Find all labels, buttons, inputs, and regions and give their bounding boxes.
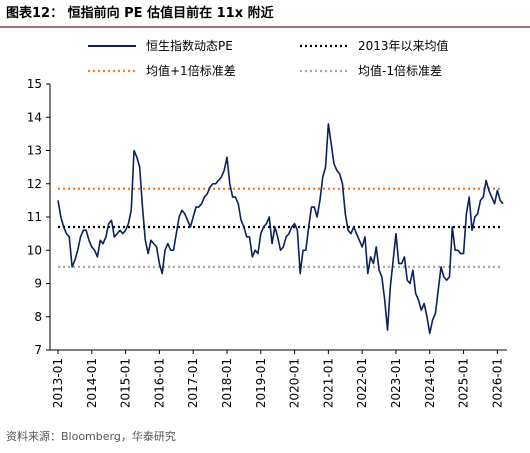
x-tick-label: 2019-01: [254, 358, 268, 408]
x-tick-label: 2015-01: [119, 358, 133, 408]
x-tick-label: 2026-01: [490, 358, 504, 408]
y-tick-label: 12: [27, 177, 42, 191]
legend-label: 恒生指数动态PE: [146, 38, 233, 53]
x-tick-label: 2018-01: [220, 358, 234, 408]
source-note: 资料来源：Bloomberg，华泰研究: [6, 429, 176, 443]
y-tick-label: 7: [34, 343, 42, 357]
y-tick-label: 9: [34, 277, 42, 291]
x-tick-label: 2016-01: [152, 358, 166, 408]
data-line: [57, 123, 504, 335]
x-tick-label: 2021-01: [321, 358, 335, 408]
x-tick-label: 2013-01: [51, 358, 65, 408]
chart-title: 图表12： 恒指前向 PE 估值目前在 11x 附近: [6, 5, 274, 21]
y-tick-label: 13: [27, 144, 42, 158]
y-tick-label: 10: [27, 243, 42, 257]
legend-label: 2013年以来均值: [358, 38, 449, 53]
y-tick-label: 11: [27, 210, 42, 224]
y-tick-label: 15: [27, 77, 42, 91]
x-tick-label: 2017-01: [186, 358, 200, 408]
x-tick-label: 2025-01: [457, 358, 471, 408]
x-tick-label: 2014-01: [85, 358, 99, 408]
x-tick-label: 2020-01: [288, 358, 302, 408]
legend-label: 均值-1倍标准差: [358, 63, 442, 78]
legend-label: 均值+1倍标准差: [146, 63, 236, 78]
y-tick-label: 8: [34, 310, 42, 324]
y-tick-label: 14: [27, 110, 42, 124]
x-tick-label: 2023-01: [389, 358, 403, 408]
x-tick-label: 2022-01: [355, 358, 369, 408]
x-tick-label: 2024-01: [423, 358, 437, 408]
